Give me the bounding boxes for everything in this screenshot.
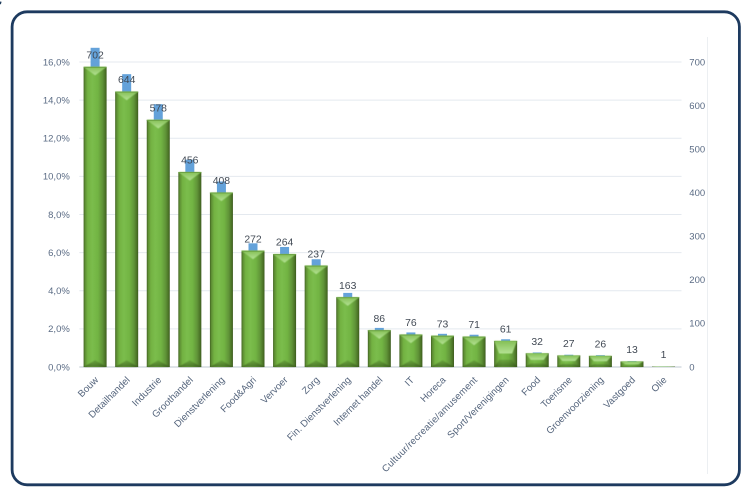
svg-text:4,0%: 4,0% <box>48 286 70 297</box>
svg-text:61: 61 <box>500 325 512 336</box>
svg-text:200: 200 <box>689 275 705 286</box>
svg-text:300: 300 <box>689 232 705 243</box>
svg-text:644: 644 <box>118 75 136 86</box>
svg-text:1: 1 <box>661 350 667 361</box>
svg-text:32: 32 <box>531 337 543 348</box>
svg-text:264: 264 <box>276 238 294 249</box>
svg-text:12,0%: 12,0% <box>43 134 70 145</box>
svg-text:702: 702 <box>86 50 104 61</box>
svg-text:272: 272 <box>244 234 262 245</box>
svg-text:86: 86 <box>374 314 386 325</box>
svg-text:408: 408 <box>213 176 231 187</box>
svg-text:2,0%: 2,0% <box>48 324 70 335</box>
svg-text:71: 71 <box>468 320 480 331</box>
svg-text:100: 100 <box>689 319 705 330</box>
svg-text:8,0%: 8,0% <box>48 210 70 221</box>
svg-text:163: 163 <box>339 281 357 292</box>
svg-text:16,0%: 16,0% <box>43 57 70 68</box>
svg-text:578: 578 <box>150 103 168 114</box>
svg-text:0: 0 <box>689 362 694 373</box>
svg-text:237: 237 <box>308 249 326 260</box>
svg-text:600: 600 <box>689 101 705 112</box>
svg-text:456: 456 <box>181 156 199 167</box>
svg-text:13: 13 <box>626 345 638 356</box>
svg-text:500: 500 <box>689 144 705 155</box>
svg-text:76: 76 <box>405 318 417 329</box>
svg-text:73: 73 <box>437 319 449 330</box>
svg-text:400: 400 <box>689 188 705 199</box>
svg-text:27: 27 <box>563 339 575 350</box>
svg-text:14,0%: 14,0% <box>43 95 70 106</box>
svg-text:0,0%: 0,0% <box>48 362 70 373</box>
svg-text:10,0%: 10,0% <box>43 172 70 183</box>
svg-text:700: 700 <box>689 57 705 68</box>
svg-text:26: 26 <box>595 340 607 351</box>
svg-text:6,0%: 6,0% <box>48 248 70 259</box>
